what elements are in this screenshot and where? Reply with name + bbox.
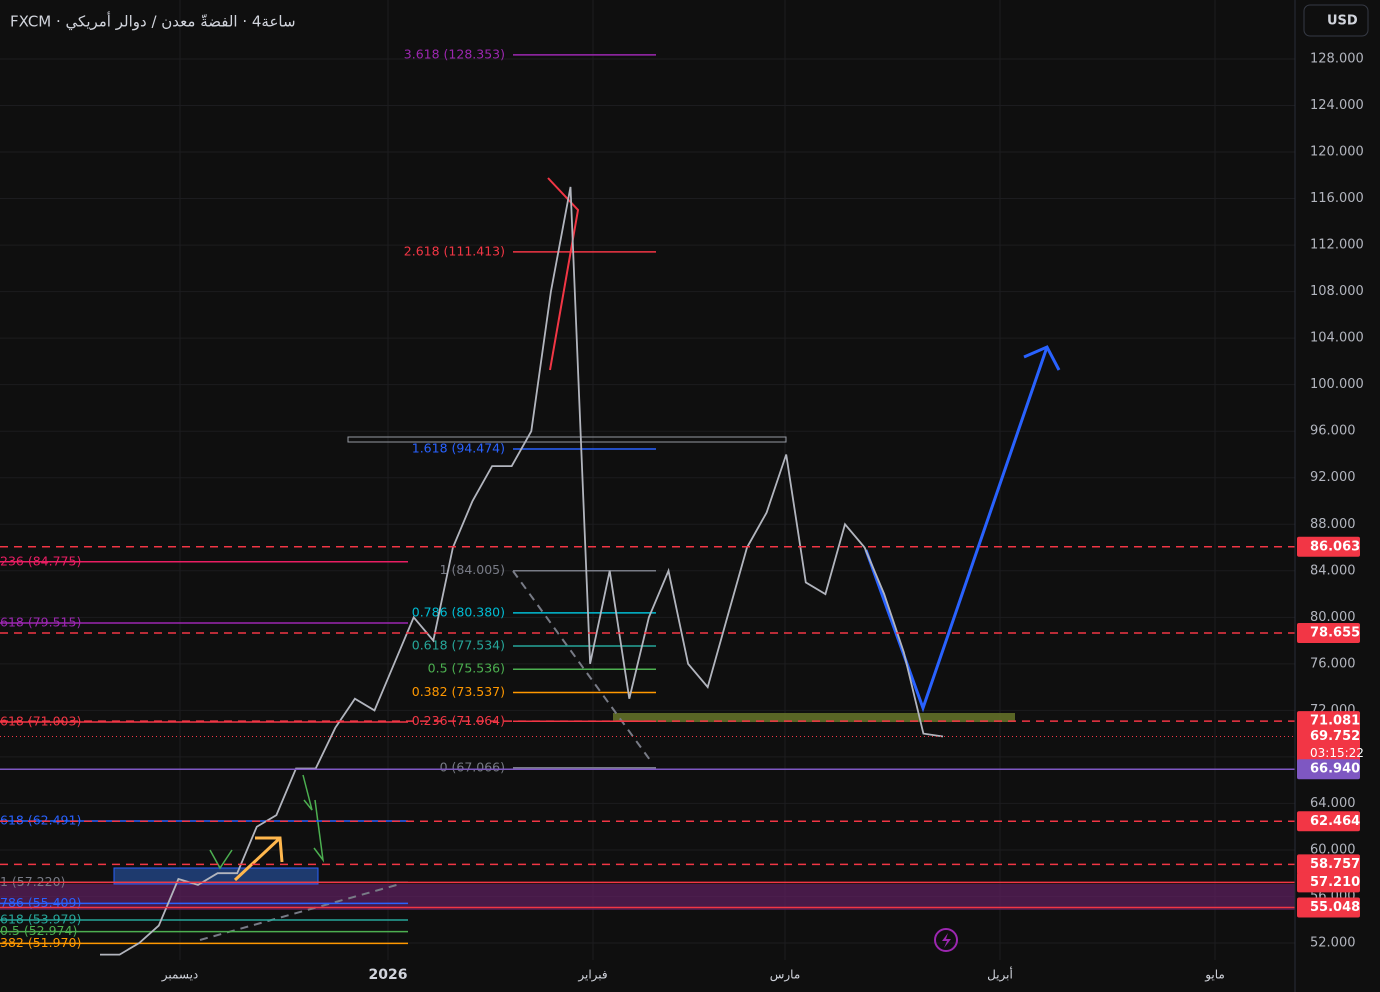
fib-label: 618 (53.979) (0, 911, 81, 926)
fib-label: 1 (84.005) (440, 562, 505, 577)
price-line (100, 186, 944, 956)
price-label: 58.757 (1310, 857, 1360, 872)
y-tick-label: 64.000 (1310, 796, 1356, 811)
axis-layer: 52.00056.00060.00064.00068.00072.00076.0… (161, 51, 1364, 983)
price-label-box (1297, 872, 1360, 893)
fib-label: 382 (51.970) (0, 935, 81, 950)
y-tick-label: 100.000 (1310, 377, 1364, 392)
y-tick-label: 120.000 (1310, 145, 1364, 160)
y-tick-label: 84.000 (1310, 563, 1356, 578)
fib-label: 0.382 (73.537) (412, 684, 505, 699)
x-tick-label: مارس (770, 968, 801, 983)
countdown: 03:15:22 (1310, 746, 1364, 760)
chart-title: FXCM · يكيرمأ رلاود / ندعم ةّضفلا · 4ةعا… (10, 12, 296, 32)
grid-layer (0, 0, 1295, 960)
y-tick-label: 128.000 (1310, 51, 1364, 66)
y-tick-label: 76.000 (1310, 656, 1356, 671)
fib-label: 1 (57.220) (0, 874, 65, 889)
arrow-head (1023, 345, 1061, 371)
y-tick-label: 124.000 (1310, 98, 1364, 113)
price-label-box (1297, 622, 1360, 643)
zone-box (113, 867, 319, 885)
price-label-box (1297, 711, 1360, 732)
arrow (313, 799, 325, 863)
y-tick-label: 88.000 (1310, 517, 1356, 532)
price-label: 62.464 (1310, 814, 1360, 829)
y-tick-label: 52.000 (1310, 936, 1356, 951)
trend-line (199, 883, 401, 941)
price-label-box (1297, 854, 1360, 875)
arrow (302, 774, 313, 811)
price-label: 69.752 (1310, 729, 1360, 744)
fib-label: 0.236 (71.064) (412, 713, 505, 728)
price-label: 55.048 (1310, 900, 1360, 915)
price-label: 71.081 (1310, 714, 1360, 729)
fib-label: 2.618 (111.413) (404, 243, 505, 258)
fib-label: 618 (71.003) (0, 713, 81, 728)
y-tick-label: 60.000 (1310, 842, 1356, 857)
y-tick-label: 80.000 (1310, 610, 1356, 625)
arrow (209, 849, 233, 870)
currency[interactable]: USD (1327, 14, 1358, 29)
x-tick-label: 2026 (369, 967, 408, 983)
price-label: 78.655 (1310, 625, 1360, 640)
price-label: 86.063 (1310, 539, 1360, 554)
fib-label: 0.786 (80.380) (412, 604, 505, 619)
currency-button[interactable] (1303, 4, 1369, 37)
price-label: 57.210 (1310, 875, 1360, 890)
x-tick-label: مايو (1204, 968, 1225, 983)
triangle (547, 177, 580, 371)
zone (0, 884, 1295, 910)
price-label-box (1297, 759, 1360, 780)
fib-layer: 236 (84.775) 618 (79.515) 618 (71.003) 618 … (0, 46, 656, 950)
fib-label: 1.618 (94.474) (412, 440, 505, 455)
fib-label: 618 (62.491) (0, 812, 81, 827)
price-label-box (1297, 726, 1360, 763)
trend-line (512, 570, 651, 761)
y-tick-label: 116.000 (1310, 191, 1364, 206)
zone-box (347, 436, 787, 443)
zone-box (613, 713, 1015, 722)
arrow-head (255, 836, 284, 863)
fib-label: 0.5 (52.974) (0, 923, 77, 938)
price-label: 66.940 (1310, 762, 1360, 777)
arrow (233, 836, 282, 882)
event-icon[interactable] (934, 928, 958, 952)
price-label-box (1297, 536, 1360, 557)
x-tick-label: أبريل (987, 967, 1013, 983)
fib-label: 0 (67.066) (440, 759, 505, 774)
y-tick-label: 108.000 (1310, 284, 1364, 299)
fib-label: 786 (55.409) (0, 895, 81, 910)
x-tick-label: ديسمبر (161, 968, 199, 983)
fib-label: 0.618 (77.534) (412, 638, 505, 653)
price-label-box (1297, 897, 1360, 918)
x-tick-label: فبراير (577, 968, 607, 983)
projection-arrow (864, 346, 1049, 713)
price-label-box (1297, 811, 1360, 832)
event-icon-bolt (942, 933, 951, 948)
fib-label: 0.5 (75.536) (428, 661, 505, 676)
fib-label: 236 (84.775) (0, 553, 81, 568)
fib-label: 3.618 (128.353) (404, 46, 505, 61)
y-tick-label: 96.000 (1310, 424, 1356, 439)
data-layer (0, 186, 1295, 956)
fib-label: 618 (79.515) (0, 614, 81, 629)
y-tick-label: 104.000 (1310, 331, 1364, 346)
y-tick-label: 92.000 (1310, 470, 1356, 485)
y-tick-label: 112.000 (1310, 238, 1364, 253)
